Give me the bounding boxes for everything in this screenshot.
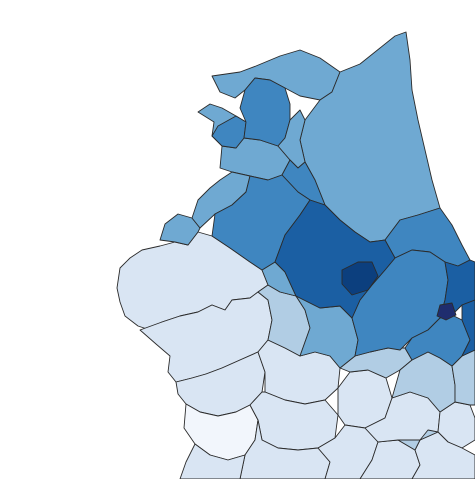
region-east-darkest[interactable] xyxy=(436,302,457,321)
region-south-border-b[interactable] xyxy=(179,443,246,479)
region-south-border-a[interactable] xyxy=(239,419,331,479)
region-north-inland-b[interactable] xyxy=(277,109,306,169)
region-south-east-pale[interactable] xyxy=(397,429,439,451)
region-east-small-b[interactable] xyxy=(411,431,475,479)
region-north-centre[interactable] xyxy=(239,77,291,147)
region-central-dark-inset[interactable] xyxy=(341,261,379,296)
region-east-dark-b[interactable] xyxy=(461,299,475,357)
